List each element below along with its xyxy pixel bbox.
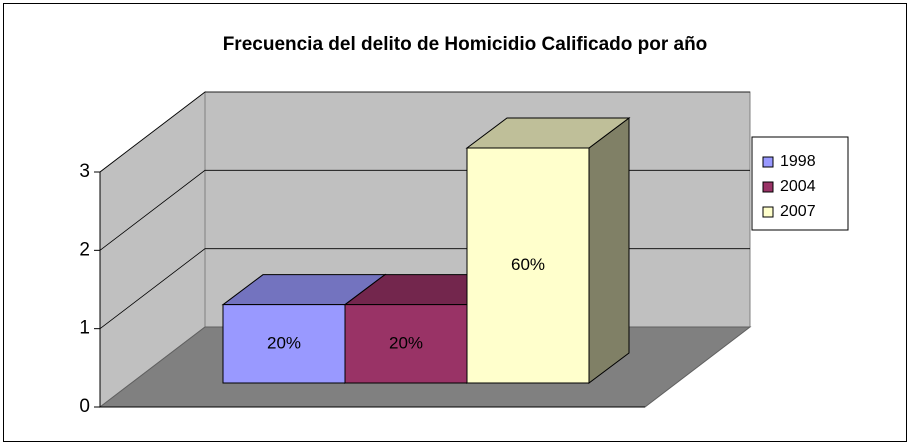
grid-line: [99, 91, 750, 173]
legend-swatch: [762, 156, 774, 168]
legend-swatch: [762, 181, 774, 193]
legend-label: 2007: [780, 203, 816, 220]
chart-title: Frecuencia del delito de Homicidio Calif…: [223, 34, 708, 55]
bar-side: [588, 117, 630, 384]
legend-label: 1998: [780, 153, 816, 170]
bar: [465, 117, 631, 384]
legend-swatch: [762, 206, 774, 218]
bar-front: [466, 147, 590, 384]
y-tick-label: 2: [79, 239, 90, 260]
y-tick-label: 3: [79, 161, 90, 182]
data-label: 20%: [267, 333, 301, 352]
y-tick-label: 1: [79, 318, 90, 339]
y-tick-label: 0: [79, 396, 90, 417]
data-label: 60%: [511, 255, 545, 274]
data-label: 20%: [389, 333, 423, 352]
legend-label: 2004: [780, 178, 816, 195]
